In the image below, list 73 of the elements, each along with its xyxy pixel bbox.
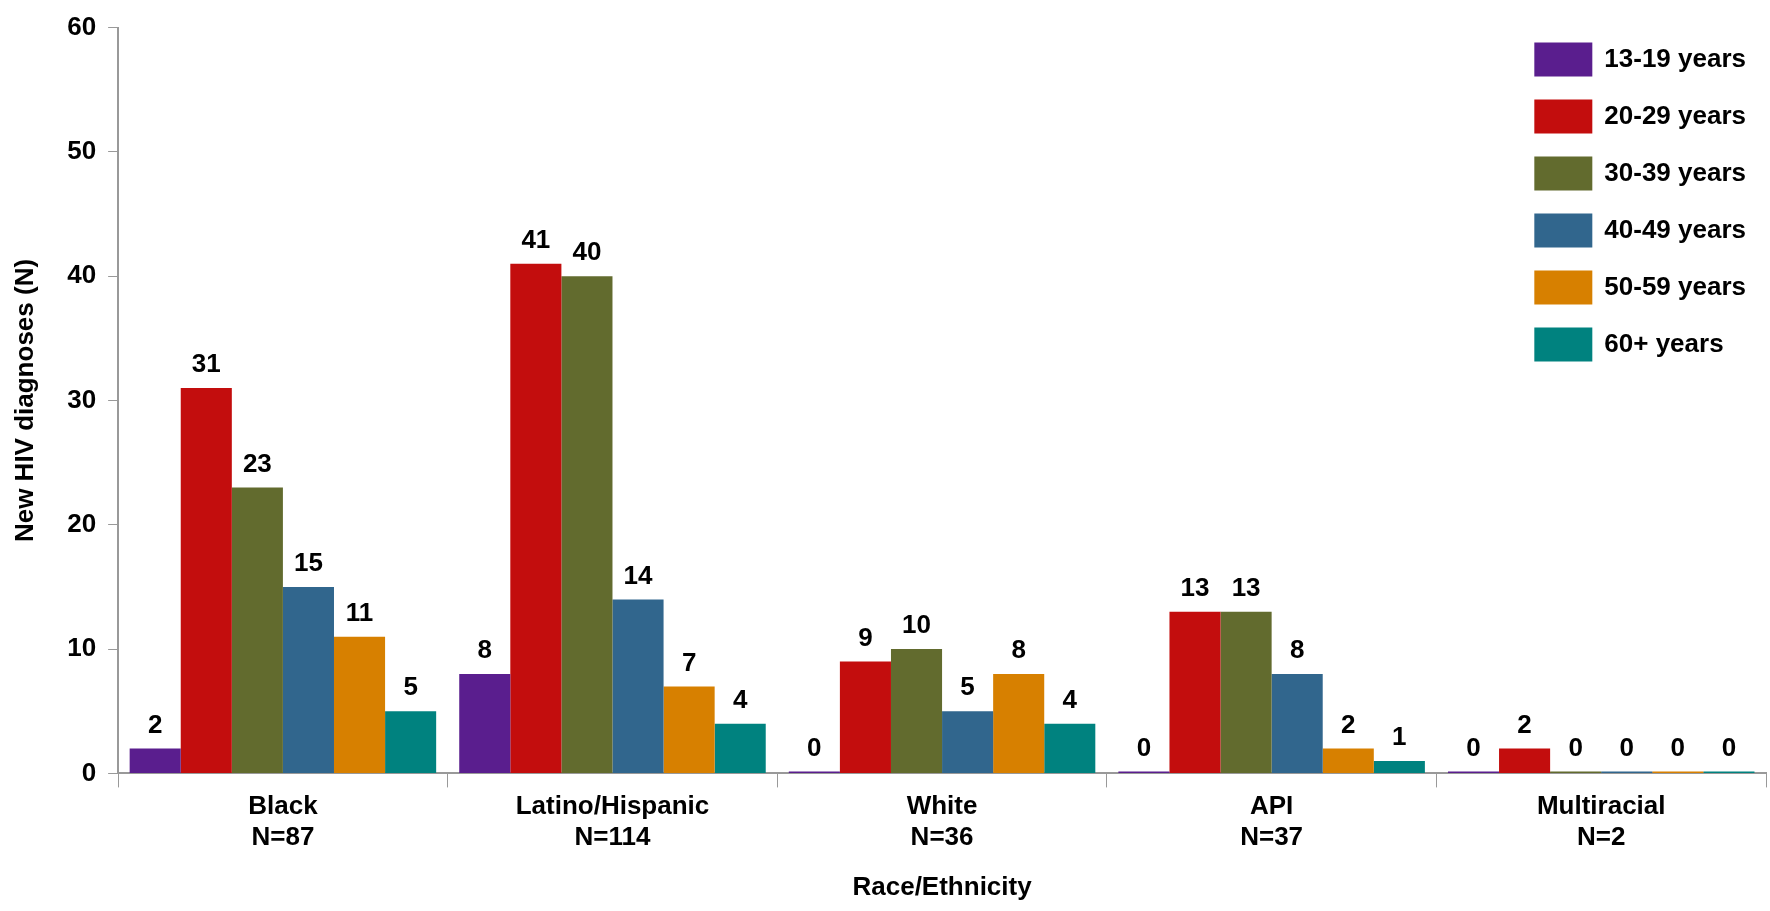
x-tick-label: Latino/Hispanic N=114	[515, 790, 710, 852]
bar	[612, 599, 664, 773]
bar	[561, 276, 613, 773]
bar	[839, 661, 891, 773]
data-label: 13	[1180, 571, 1210, 602]
bar	[1322, 748, 1374, 773]
data-label: 31	[191, 348, 221, 379]
y-tick-label: 60	[67, 10, 97, 41]
x-tick-label: Black N=87	[248, 790, 319, 852]
data-label: 13	[1231, 571, 1261, 602]
data-label: 0	[1136, 731, 1152, 762]
data-label: 10	[902, 609, 931, 640]
legend-label: 40-49 years	[1604, 213, 1747, 244]
bar	[1220, 611, 1272, 773]
data-label: 23	[242, 447, 272, 478]
legend-label: 13-19 years	[1604, 42, 1747, 73]
data-label: 0	[1721, 731, 1737, 762]
bar	[282, 586, 334, 773]
bar	[1499, 748, 1551, 773]
y-tick-label: 50	[67, 135, 97, 166]
y-tick-label: 40	[67, 259, 97, 290]
data-label: 2	[147, 708, 163, 739]
data-label: 0	[807, 731, 822, 762]
bar	[663, 686, 715, 773]
y-tick-label: 30	[67, 383, 97, 414]
bar	[890, 649, 943, 773]
x-axis-title: Race/Ethnicity	[852, 870, 1033, 901]
data-label: 4	[732, 683, 748, 714]
data-label: 14	[623, 559, 654, 590]
legend-label: 30-39 years	[1604, 156, 1747, 187]
bar	[385, 711, 437, 773]
data-label: 11	[345, 596, 374, 627]
data-label: 1	[1392, 721, 1407, 752]
data-label: 8	[1289, 634, 1305, 665]
data-label: 0	[1619, 731, 1634, 762]
data-label: 4	[1062, 683, 1078, 714]
data-label: 0	[1670, 731, 1686, 762]
bar	[993, 673, 1045, 773]
bar	[714, 723, 766, 773]
data-label: 41	[521, 223, 551, 254]
data-label: 2	[1517, 708, 1532, 739]
bar	[459, 673, 511, 773]
data-label: 7	[681, 646, 697, 677]
bar	[129, 748, 181, 773]
bar	[510, 263, 562, 773]
y-tick-label: 10	[67, 632, 97, 663]
x-tick-label: API N=37	[1240, 790, 1304, 852]
bar	[1271, 673, 1323, 773]
bar	[231, 487, 283, 773]
bar	[333, 636, 386, 773]
legend-label: 20-29 years	[1604, 99, 1747, 130]
bar	[1169, 611, 1221, 773]
bar	[1373, 760, 1425, 773]
y-axis-title: New HIV diagnoses (N)	[8, 258, 39, 543]
legend-label: 50-59 years	[1604, 270, 1747, 301]
data-label: 9	[858, 621, 873, 652]
y-tick-label: 20	[67, 507, 97, 538]
legend-label: 60+ years	[1604, 327, 1724, 358]
y-tick-label: 0	[81, 756, 97, 787]
x-tick-label: White N=36	[906, 790, 978, 852]
bar	[1044, 723, 1096, 773]
data-label: 15	[293, 547, 323, 578]
bar	[180, 388, 232, 773]
data-label: 0	[1568, 731, 1583, 762]
data-label: 5	[960, 671, 975, 702]
data-label: 40	[572, 236, 602, 267]
data-label: 8	[1011, 634, 1026, 665]
x-tick-label: Multiracial N=2	[1536, 790, 1666, 852]
data-label: 0	[1466, 731, 1481, 762]
data-label: 5	[403, 671, 418, 702]
bar	[942, 711, 994, 773]
data-label: 8	[477, 634, 493, 665]
data-label: 2	[1341, 708, 1356, 739]
